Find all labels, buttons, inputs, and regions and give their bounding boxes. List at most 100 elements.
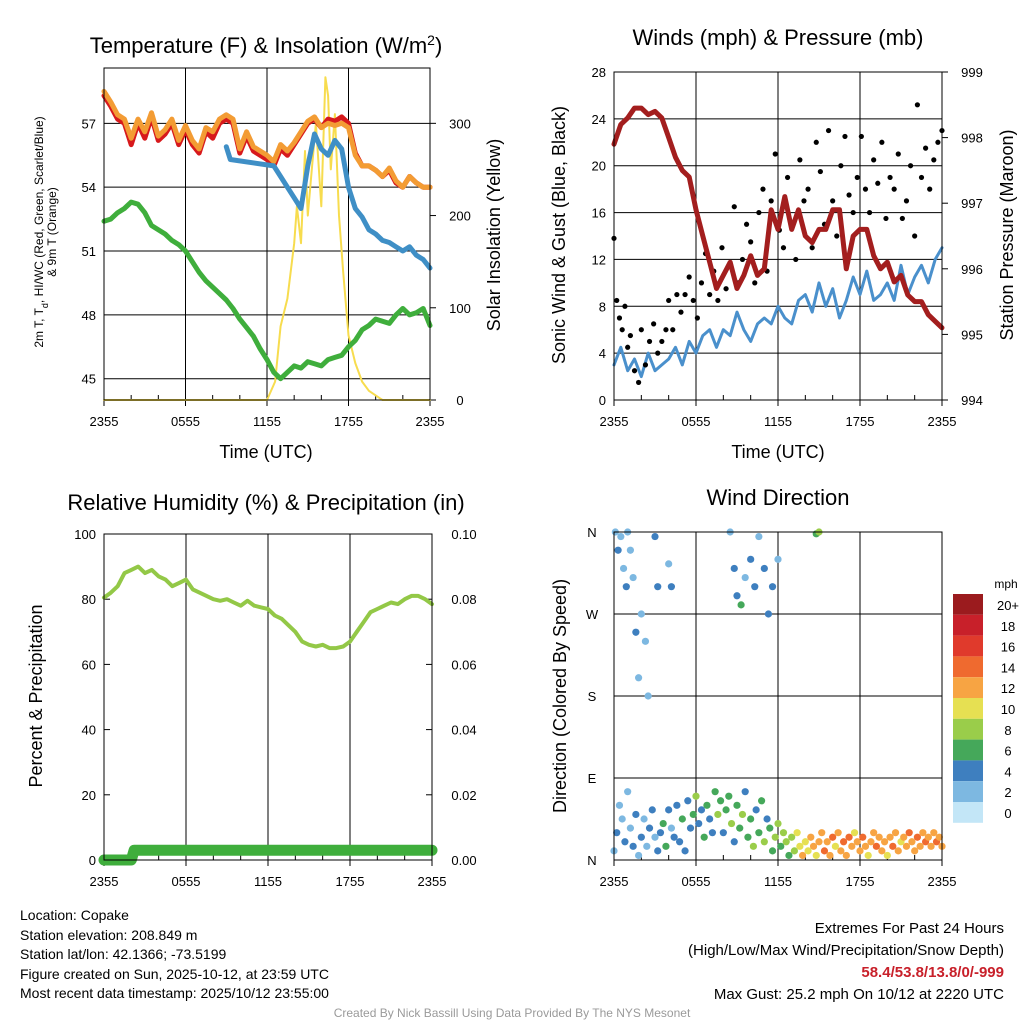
colorbar-label: 4 — [1004, 764, 1011, 779]
temp-y-left-tick-label: 51 — [82, 244, 96, 259]
colorbar-swatch — [953, 614, 983, 636]
extremes-values: 58.4/53.8/13.8/0/-999 — [861, 964, 1004, 981]
rh-x-tick-label: 2355 — [418, 874, 447, 889]
wdir-point — [815, 838, 823, 846]
wdir-point — [665, 806, 673, 814]
wind-gust-point — [646, 338, 653, 345]
wind-gust-point — [805, 186, 811, 192]
wind-x-tick-label: 1755 — [846, 414, 875, 429]
wdir-point — [831, 842, 840, 850]
rh-y-left-tick-label: 40 — [82, 723, 96, 738]
wind-gust-point — [866, 209, 873, 216]
wind-title: Winds (mph) & Pressure (mb) — [633, 25, 924, 50]
wdir-point — [856, 847, 864, 855]
colorbar-swatch — [953, 781, 983, 802]
wdir-y-tick-label: N — [587, 853, 596, 868]
temp-y-right-tick-label: 0 — [456, 393, 463, 408]
wdir-point — [881, 838, 889, 846]
extremes-info: Extremes For Past 24 Hours (High/Low/Max… — [688, 918, 1004, 1006]
wind-y-left-tick-label: 24 — [592, 112, 606, 127]
wind-x-tick-label: 2355 — [600, 414, 629, 429]
temp-y-left-label-2: & 9m T (Orange) — [45, 187, 59, 277]
wind-gust-point — [616, 315, 623, 321]
wdir-point — [900, 833, 908, 841]
rh-y-left-tick-label: 0 — [89, 853, 96, 868]
wdir-point — [725, 792, 733, 800]
extremes-subtitle: (High/Low/Max Wind/Precipitation/Snow De… — [688, 942, 1004, 959]
wdir-point — [829, 833, 837, 841]
wind-x-tick-label: 2355 — [928, 414, 957, 429]
wdir-point — [793, 829, 801, 837]
wdir-point — [644, 692, 652, 700]
wdir-point — [878, 847, 886, 855]
wind-gust-point — [914, 102, 921, 108]
wdir-x-tick-label: 1155 — [764, 874, 792, 889]
rh-y-right-tick-label: 0.02 — [451, 788, 476, 803]
wdir-point — [697, 806, 706, 814]
wdir-point — [703, 801, 711, 809]
wdir-point — [738, 810, 747, 819]
wdir-point — [867, 838, 875, 846]
wdir-point — [747, 555, 755, 563]
wdir-point — [681, 847, 689, 855]
wind-gust-point — [743, 221, 750, 227]
temp-x-tick-label: 2355 — [90, 414, 119, 429]
wind-gust-point — [723, 286, 729, 292]
wdir-point — [809, 842, 818, 850]
wind-x-label: Time (UTC) — [731, 442, 824, 462]
colorbar-swatch — [953, 698, 983, 719]
wind-gust-point — [619, 327, 625, 333]
speed-colorbar: mph 20+ 18 16 14 12 10 8 6 4 2 0 — [953, 577, 1019, 823]
wind-gust-point — [842, 133, 848, 140]
wind-gust-point — [793, 256, 799, 263]
wdir-point — [861, 842, 870, 850]
temp-y-left-tick-label: 54 — [82, 180, 96, 195]
wdir-point — [902, 842, 911, 850]
wdir-point — [629, 842, 637, 850]
figure-created: Figure created on Sun, 2025-10-12, at 23… — [20, 965, 329, 982]
wdir-point — [686, 824, 695, 832]
wdir-point — [711, 788, 719, 796]
wind-y-left-tick-label: 20 — [592, 159, 606, 174]
wdir-point — [665, 560, 673, 568]
wdir-point — [617, 532, 625, 541]
wind-y-left-tick-label: 4 — [599, 346, 606, 361]
wind-gust-point — [694, 315, 700, 321]
wind-gust-point — [846, 192, 852, 198]
rh-y-left-tick-label: 80 — [82, 592, 96, 607]
wdir-point — [777, 842, 785, 850]
wdir-point — [850, 829, 859, 837]
station-elevation: Station elevation: 208.849 m — [20, 926, 198, 943]
wdir-point — [755, 829, 763, 837]
wdir-point — [741, 788, 749, 796]
wind-gust-point — [670, 327, 676, 333]
humidity-panel: 2355 0555 1155 1755 2355 0 20 40 60 80 100 0.00 0.02… — [74, 527, 476, 889]
wind-gust-point — [682, 291, 688, 298]
wdir-point — [632, 628, 640, 636]
recent-timestamp: Most recent data timestamp: 2025/10/12 2… — [20, 985, 329, 1001]
wdir-point — [637, 833, 645, 841]
rh-series-relative-humidity — [102, 564, 434, 651]
wdir-point — [752, 806, 760, 814]
wdir-point — [766, 824, 774, 832]
wdir-point — [801, 838, 809, 846]
rh-plot-border — [103, 533, 433, 861]
wdir-point — [820, 847, 829, 855]
wdir-point — [651, 532, 659, 541]
wind-gust-point — [772, 151, 778, 157]
temp-x-tick-label: 0555 — [171, 414, 200, 429]
wdir-point — [622, 583, 630, 591]
wdir-point — [719, 829, 727, 837]
wdir-point — [853, 838, 861, 846]
wdir-point — [730, 838, 738, 846]
wind-y-left-tick-label: 28 — [592, 65, 606, 80]
wdir-point — [744, 833, 752, 841]
colorbar-label: 0 — [1004, 806, 1011, 821]
wdir-point — [913, 833, 922, 841]
colorbar-label: 12 — [1001, 681, 1015, 696]
wdir-point — [823, 838, 831, 846]
wdir-point — [908, 838, 916, 846]
wdir-point — [670, 833, 678, 841]
colorbar-title: mph — [994, 577, 1017, 591]
temp-y-left-tick-label: 45 — [82, 372, 96, 387]
